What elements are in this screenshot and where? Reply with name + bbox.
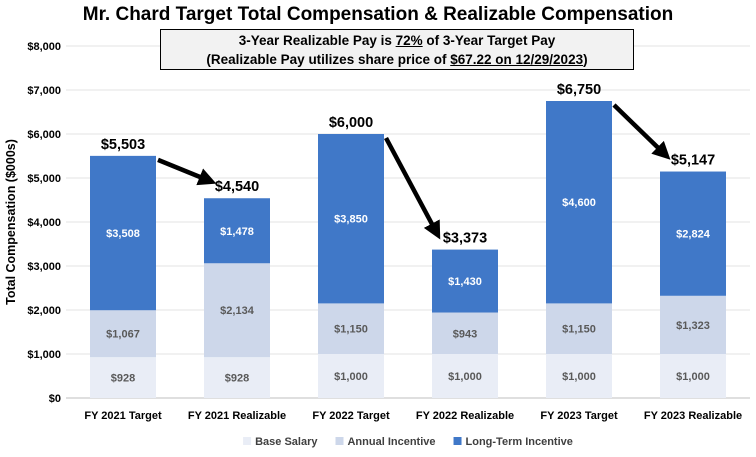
data-label: $1,478 xyxy=(220,226,254,238)
legend-swatch xyxy=(335,437,344,445)
note-text: ) xyxy=(583,52,588,67)
bar-segment xyxy=(432,354,498,398)
data-label: $1,067 xyxy=(106,329,140,341)
total-label: $5,147 xyxy=(671,153,715,169)
data-label: $1,000 xyxy=(334,371,368,383)
note-pct: 72% xyxy=(395,33,423,48)
trend-arrow xyxy=(384,136,441,240)
bar-segment xyxy=(204,263,270,358)
legend-label: Annual Incentive xyxy=(347,436,435,448)
legend-swatch xyxy=(453,437,462,445)
data-label: $928 xyxy=(111,373,135,385)
note-price: $67.22 on 12/29/2023 xyxy=(450,52,584,67)
x-tick-label: FY 2023 Target xyxy=(540,410,618,422)
legend-label: Long-Term Incentive xyxy=(466,436,573,448)
x-tick-label: FY 2023 Realizable xyxy=(644,410,742,422)
bar-segment xyxy=(546,101,612,304)
y-tick-label: $7,000 xyxy=(27,85,61,97)
bar-segment xyxy=(432,312,498,354)
chart-title: Mr. Chard Target Total Compensation & Re… xyxy=(82,4,674,25)
y-tick-label: $5,000 xyxy=(27,173,61,185)
bar-segment xyxy=(318,134,384,304)
data-label: $4,600 xyxy=(562,197,596,209)
bar-segment xyxy=(660,354,726,398)
x-tick-label: FY 2022 Target xyxy=(312,410,390,422)
legend-label: Base Salary xyxy=(255,436,318,448)
bar-segment xyxy=(204,198,270,264)
bar-segment xyxy=(90,310,156,358)
total-label: $6,000 xyxy=(329,115,373,131)
data-label: $1,000 xyxy=(448,371,482,383)
bar-segment xyxy=(318,354,384,398)
trend-arrow xyxy=(612,103,671,160)
bar-segment xyxy=(90,357,156,398)
legend-swatch xyxy=(243,437,252,445)
x-tick-label: FY 2022 Realizable xyxy=(416,410,514,422)
bar-segment xyxy=(432,249,498,313)
y-tick-label: $1,000 xyxy=(27,349,61,361)
note-text: (Realizable Pay utilizes share price of xyxy=(206,52,451,67)
data-label: $1,150 xyxy=(562,324,596,336)
annotation-box: 3-Year Realizable Pay is 72% of 3-Year T… xyxy=(160,29,634,70)
y-tick-label: $8,000 xyxy=(27,41,61,53)
bar-segment xyxy=(90,155,156,311)
bar-segment xyxy=(546,354,612,398)
data-label: $928 xyxy=(225,373,249,385)
note-text: 3-Year Realizable Pay is xyxy=(238,33,396,48)
total-label: $6,750 xyxy=(557,82,601,98)
note-text: of 3-Year Target Pay xyxy=(422,33,556,48)
bar-segment xyxy=(318,303,384,354)
data-label: $1,000 xyxy=(562,371,596,383)
data-label: $1,000 xyxy=(676,371,710,383)
y-tick-label: $3,000 xyxy=(27,261,61,273)
y-tick-label: $2,000 xyxy=(27,305,61,317)
y-tick-label: $4,000 xyxy=(27,217,61,229)
data-label: $943 xyxy=(453,328,477,340)
total-label: $4,540 xyxy=(215,179,259,195)
data-label: $2,824 xyxy=(676,229,711,241)
x-tick-label: FY 2021 Realizable xyxy=(188,410,286,422)
bar-segment xyxy=(204,357,270,398)
data-label: $3,850 xyxy=(334,214,368,226)
bar-segment xyxy=(546,303,612,354)
trend-arrow xyxy=(157,157,217,186)
data-label: $3,508 xyxy=(106,228,140,240)
y-axis-label: Total Compensation ($000s) xyxy=(4,139,18,305)
bar-segment xyxy=(660,171,726,296)
x-tick-label: FY 2021 Target xyxy=(84,410,162,422)
y-tick-label: $6,000 xyxy=(27,129,61,141)
data-label: $1,323 xyxy=(676,320,710,332)
y-tick-label: $0 xyxy=(49,393,61,405)
bar-segment xyxy=(660,295,726,354)
data-label: $1,430 xyxy=(448,276,482,288)
total-label: $5,503 xyxy=(101,137,145,153)
data-label: $1,150 xyxy=(334,324,368,336)
data-label: $2,134 xyxy=(220,305,255,317)
total-label: $3,373 xyxy=(443,231,487,247)
